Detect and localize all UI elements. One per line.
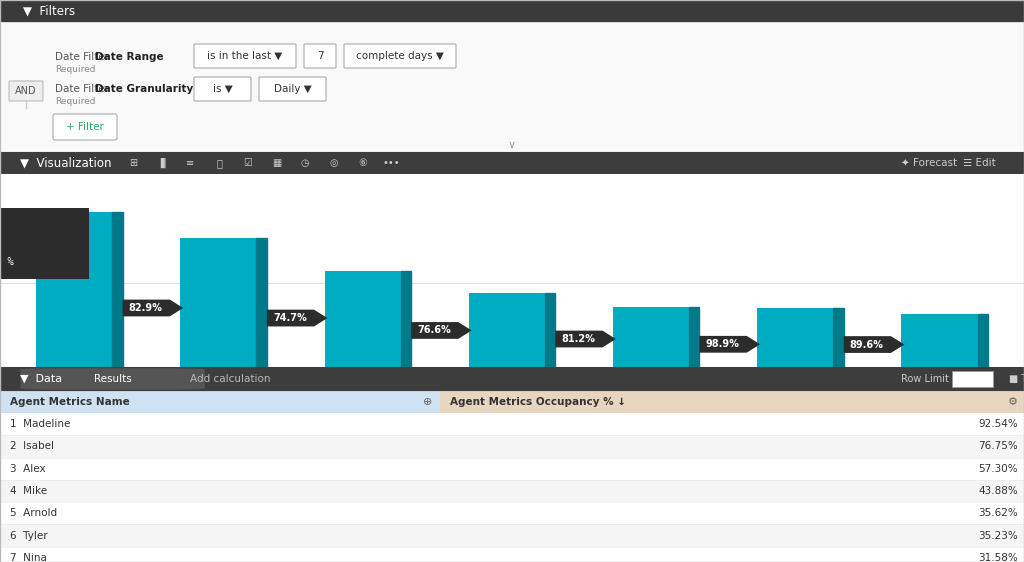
FancyBboxPatch shape	[53, 114, 117, 140]
Text: 92.54%: 92.54%	[978, 419, 1018, 429]
Bar	[469, 293, 555, 367]
X-axis label: Name: Name	[494, 391, 530, 404]
Bar	[901, 314, 988, 367]
Text: ∨: ∨	[508, 140, 516, 150]
Text: ▼  Visualization: ▼ Visualization	[20, 156, 112, 170]
Text: ◎: ◎	[330, 158, 338, 168]
Text: 35.23%: 35.23%	[978, 531, 1018, 541]
Text: ⊕: ⊕	[423, 397, 432, 407]
Bar	[834, 308, 844, 367]
Bar	[689, 307, 699, 367]
Bar	[0, 413, 1024, 436]
Text: 3  Alex: 3 Alex	[10, 464, 46, 474]
Text: ✦ Forecast: ✦ Forecast	[901, 158, 957, 168]
Text: ☑: ☑	[244, 158, 252, 168]
Text: ⑥: ⑥	[358, 158, 367, 168]
FancyBboxPatch shape	[952, 370, 993, 387]
Text: 76.6%: 76.6%	[417, 325, 451, 336]
Text: Required: Required	[55, 65, 95, 74]
Polygon shape	[699, 336, 760, 353]
Bar	[325, 271, 411, 367]
Bar	[256, 238, 267, 367]
Text: Row Limit: Row Limit	[901, 374, 949, 384]
Text: ⚙: ⚙	[1008, 397, 1018, 407]
Text: 2  Isabel: 2 Isabel	[10, 441, 54, 451]
Bar	[0, 436, 1024, 457]
FancyBboxPatch shape	[9, 81, 43, 101]
Text: complete days ▼: complete days ▼	[356, 51, 444, 61]
Text: 98.9%: 98.9%	[706, 339, 739, 350]
Text: Agent Metrics Name: Agent Metrics Name	[10, 397, 130, 407]
Text: + Filter: + Filter	[67, 122, 104, 132]
Bar	[0, 457, 1024, 480]
Bar	[440, 391, 1024, 413]
Bar	[545, 293, 555, 367]
FancyBboxPatch shape	[20, 368, 205, 390]
Text: 74.7%: 74.7%	[273, 313, 307, 323]
Text: •••: •••	[382, 158, 400, 168]
Text: ◷: ◷	[301, 158, 309, 168]
Text: Date Granularity: Date Granularity	[95, 84, 194, 94]
Text: Results: Results	[94, 374, 131, 384]
Text: ≡: ≡	[186, 158, 195, 168]
Text: ▐|: ▐|	[157, 158, 167, 168]
Bar	[0, 391, 440, 413]
Bar	[180, 238, 267, 367]
Text: Add calculation: Add calculation	[190, 374, 270, 384]
Text: ■ Totals: ■ Totals	[1009, 374, 1024, 384]
Text: AND: AND	[15, 86, 37, 96]
FancyBboxPatch shape	[344, 44, 456, 68]
Text: 81.2%: 81.2%	[561, 334, 595, 344]
Text: 7: 7	[316, 51, 324, 61]
Text: 5  Arnold: 5 Arnold	[10, 508, 57, 518]
Text: 31.58%: 31.58%	[978, 553, 1018, 562]
Text: 43.88%: 43.88%	[978, 486, 1018, 496]
Text: 7  Nina: 7 Nina	[10, 553, 47, 562]
FancyBboxPatch shape	[194, 77, 251, 101]
Text: 6  Tyler: 6 Tyler	[10, 531, 48, 541]
Text: Date Filter: Date Filter	[55, 84, 110, 94]
Bar	[0, 502, 1024, 524]
Text: 57.30%: 57.30%	[978, 464, 1018, 474]
Bar	[0, 209, 89, 279]
Polygon shape	[844, 336, 904, 353]
Text: ▦: ▦	[271, 158, 282, 168]
Text: 4  Mike: 4 Mike	[10, 486, 47, 496]
FancyBboxPatch shape	[304, 44, 336, 68]
Bar	[400, 271, 411, 367]
Text: 82.9%: 82.9%	[129, 303, 163, 313]
Text: 1  Madeline: 1 Madeline	[10, 419, 71, 429]
Bar	[0, 480, 1024, 502]
FancyBboxPatch shape	[194, 44, 296, 68]
Polygon shape	[267, 310, 328, 327]
Text: ☰ Edit: ☰ Edit	[963, 158, 995, 168]
Text: Required: Required	[55, 97, 95, 106]
Polygon shape	[555, 330, 615, 347]
Text: 35.62%: 35.62%	[978, 508, 1018, 518]
Text: Date Filter: Date Filter	[55, 52, 110, 62]
Bar	[613, 307, 699, 367]
Text: ▼  Filters: ▼ Filters	[23, 4, 75, 17]
Bar	[36, 212, 123, 367]
Text: ⬜: ⬜	[216, 158, 222, 168]
Text: Daily ▼: Daily ▼	[273, 84, 311, 94]
FancyBboxPatch shape	[259, 77, 326, 101]
Bar	[757, 308, 844, 367]
Text: is ▼: is ▼	[213, 84, 232, 94]
Text: ⊞: ⊞	[129, 158, 137, 168]
Text: Date Range: Date Range	[95, 52, 164, 62]
Text: Agent Metrics Occupancy % ↓: Agent Metrics Occupancy % ↓	[450, 397, 626, 407]
Text: is in the last ▼: is in the last ▼	[208, 51, 283, 61]
Polygon shape	[123, 300, 183, 316]
Bar	[0, 547, 1024, 562]
Polygon shape	[411, 322, 472, 339]
Text: 76.75%: 76.75%	[978, 441, 1018, 451]
Text: ▼  Data: ▼ Data	[20, 374, 62, 384]
Bar	[113, 212, 123, 367]
Text: 89.6%: 89.6%	[850, 339, 884, 350]
Bar	[978, 314, 988, 367]
Bar	[0, 524, 1024, 547]
Text: Name
Madeline

Occupancy %
92.54%: Name Madeline Occupancy % 92.54%	[0, 210, 14, 283]
